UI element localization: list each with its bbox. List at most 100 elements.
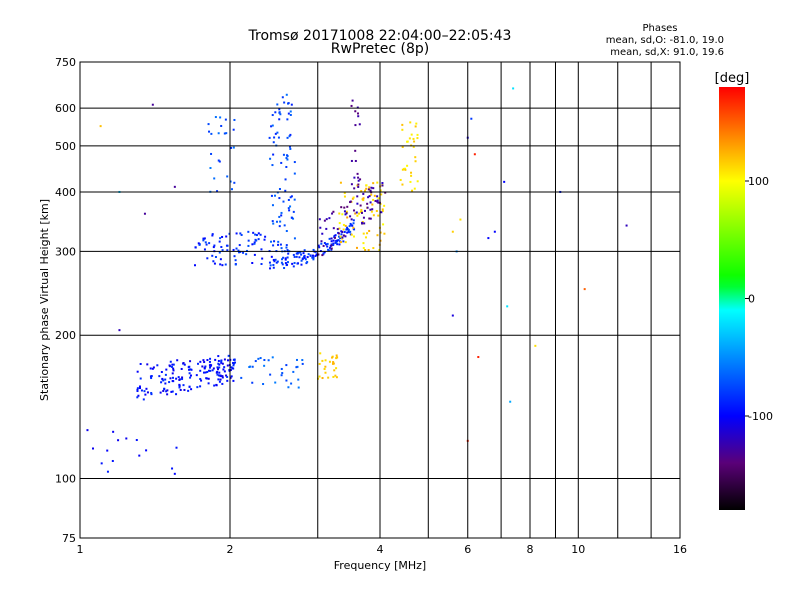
data-point: [342, 228, 345, 231]
colorbar-tick-label: 0: [748, 293, 755, 306]
data-point: [290, 382, 293, 385]
data-point: [272, 266, 275, 269]
data-point: [376, 234, 379, 237]
data-point: [274, 194, 277, 197]
data-point: [165, 390, 168, 393]
data-point: [337, 235, 340, 238]
data-point: [221, 249, 224, 252]
data-point: [279, 113, 282, 116]
data-point: [343, 206, 346, 209]
data-point: [220, 359, 223, 362]
data-point: [188, 365, 191, 368]
data-point: [232, 248, 235, 251]
data-point: [151, 103, 154, 106]
data-point: [210, 152, 213, 155]
data-point: [171, 390, 174, 393]
data-point: [362, 216, 365, 219]
data-point: [178, 384, 181, 387]
data-point: [219, 258, 222, 261]
data-point: [368, 186, 371, 189]
data-point: [350, 183, 353, 186]
y-tick-label: 200: [55, 329, 76, 342]
data-point: [205, 377, 208, 380]
data-point: [212, 260, 215, 263]
data-point: [217, 378, 220, 381]
data-point: [311, 256, 314, 259]
data-point: [233, 181, 236, 184]
data-point: [277, 243, 280, 246]
data-point: [290, 195, 293, 198]
data-point: [218, 366, 221, 369]
data-point: [221, 235, 224, 238]
data-point: [293, 255, 296, 258]
data-point: [352, 227, 355, 230]
data-point: [272, 244, 275, 247]
data-point: [136, 388, 139, 391]
data-point: [374, 199, 377, 202]
data-point: [284, 257, 287, 260]
data-point: [350, 233, 353, 236]
data-point: [360, 210, 363, 213]
x-tick-label: 1: [77, 543, 84, 556]
data-point: [362, 197, 365, 200]
data-point: [194, 246, 197, 249]
data-point: [415, 122, 418, 125]
data-point: [302, 252, 305, 255]
data-point: [175, 446, 178, 449]
data-point: [344, 235, 347, 238]
data-point: [336, 228, 339, 231]
data-point: [249, 365, 252, 368]
data-point: [143, 390, 146, 393]
data-point: [217, 374, 220, 377]
data-point: [204, 365, 207, 368]
data-point: [349, 222, 352, 225]
x-tick-label: 10: [571, 543, 585, 556]
data-point: [168, 381, 171, 384]
data-point: [351, 99, 354, 102]
data-point: [193, 264, 196, 267]
data-point: [372, 198, 375, 201]
data-point: [381, 182, 384, 185]
data-point: [334, 374, 337, 377]
data-point: [341, 237, 344, 240]
data-point: [325, 218, 328, 221]
data-point: [168, 364, 171, 367]
data-point: [189, 368, 192, 371]
data-point: [369, 208, 372, 211]
data-point: [336, 243, 339, 246]
data-point: [311, 254, 314, 257]
data-point: [206, 257, 209, 260]
data-point: [383, 204, 386, 207]
data-point: [356, 106, 359, 109]
data-point: [349, 215, 352, 218]
x-tick-label: 8: [527, 543, 534, 556]
data-point: [378, 248, 381, 251]
data-point: [333, 369, 336, 372]
data-point: [202, 371, 205, 374]
data-point: [207, 123, 210, 126]
data-point: [409, 180, 412, 183]
data-point: [349, 230, 352, 233]
data-point: [156, 364, 159, 367]
data-point: [281, 263, 284, 266]
data-point: [320, 242, 323, 245]
data-point: [364, 249, 367, 252]
data-point: [363, 209, 366, 212]
data-point: [218, 160, 221, 163]
data-point: [301, 359, 304, 362]
data-point: [221, 375, 224, 378]
chart-subtitle: RwPretec (8p): [331, 41, 429, 57]
data-point: [276, 103, 279, 106]
data-point: [332, 361, 335, 364]
data-point: [172, 367, 175, 370]
data-point: [361, 198, 364, 201]
data-point: [268, 261, 271, 264]
data-point: [289, 110, 292, 113]
data-point: [268, 136, 271, 139]
data-point: [202, 237, 205, 240]
data-point: [399, 178, 402, 181]
data-point: [362, 232, 365, 235]
data-point: [327, 249, 330, 252]
data-point: [296, 365, 299, 368]
data-point: [199, 360, 202, 363]
